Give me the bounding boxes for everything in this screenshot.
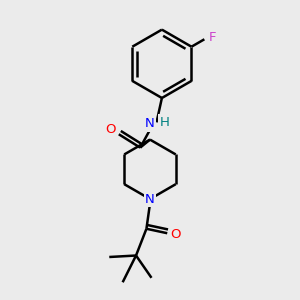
Text: N: N xyxy=(145,117,155,130)
Text: F: F xyxy=(209,31,216,44)
Text: O: O xyxy=(105,123,116,136)
Text: H: H xyxy=(160,116,170,129)
Text: N: N xyxy=(145,193,155,206)
Text: O: O xyxy=(170,228,181,241)
